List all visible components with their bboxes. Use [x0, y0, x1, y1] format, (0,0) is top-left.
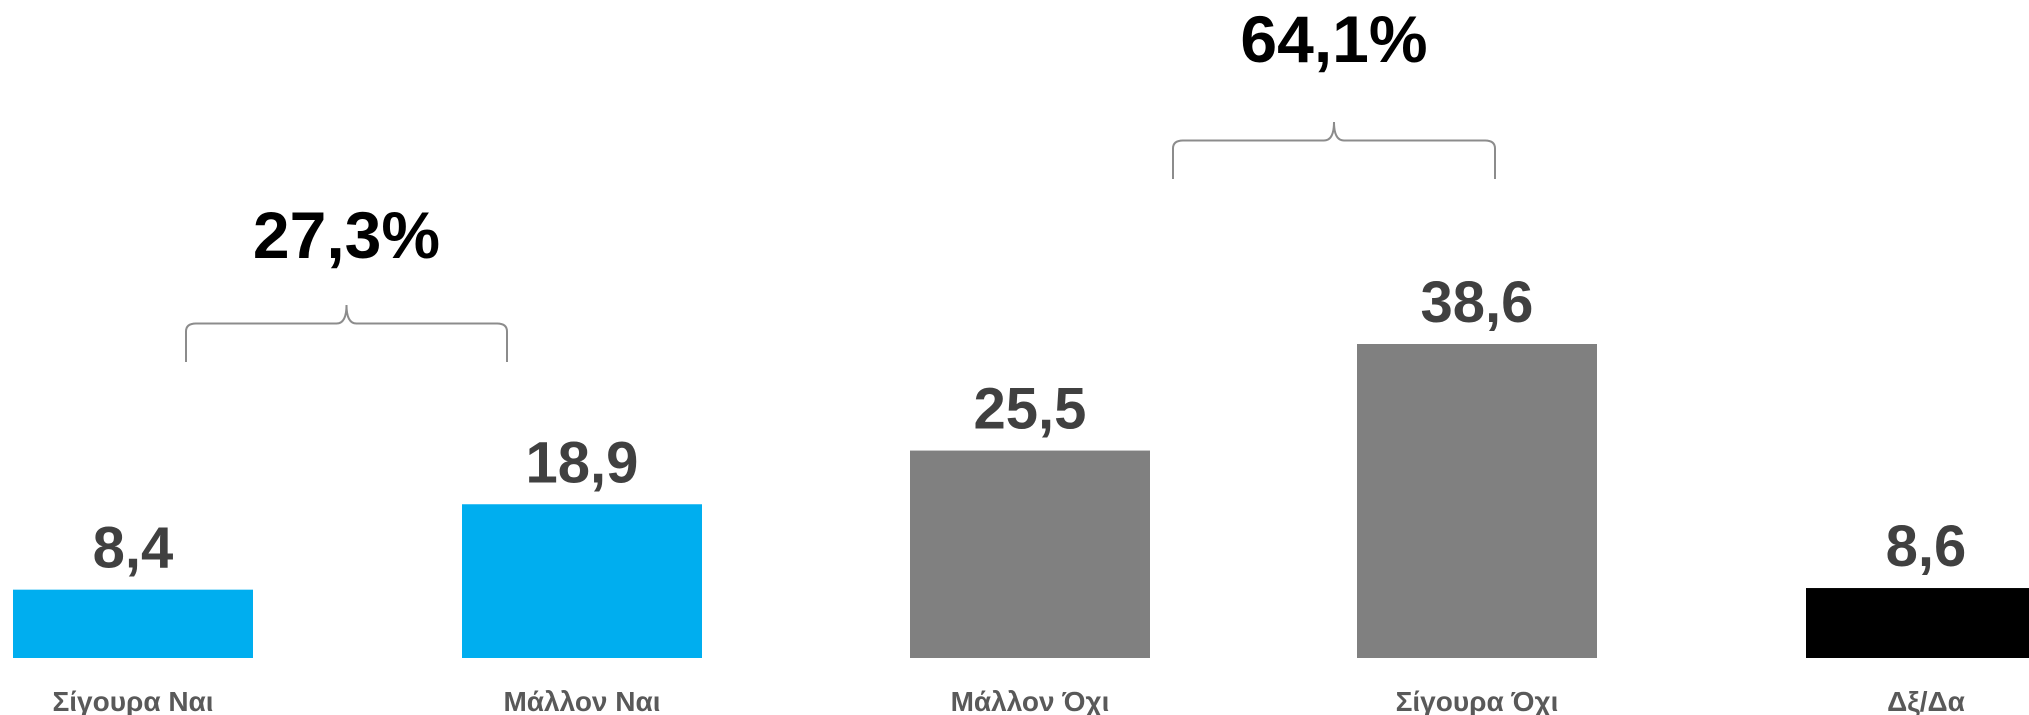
value-label-1: 18,9 — [526, 430, 639, 495]
value-label-4: 8,6 — [1886, 514, 1967, 579]
value-label-0: 8,4 — [93, 516, 174, 581]
category-label-0: Σίγουρα Ναι — [52, 686, 213, 715]
category-label-4: Δξ/Δα — [1887, 686, 1965, 715]
value-label-2: 25,5 — [974, 377, 1087, 442]
bar-0 — [13, 589, 253, 658]
value-label-3: 38,6 — [1421, 270, 1534, 335]
bar-2 — [910, 450, 1150, 658]
group-brace-1 — [1172, 121, 1496, 179]
category-label-1: Μάλλον Ναι — [503, 686, 660, 715]
group-brace-0 — [185, 304, 508, 362]
bar-1 — [462, 504, 702, 658]
category-label-2: Μάλλον Όχι — [951, 686, 1110, 715]
bar-4 — [1806, 588, 2029, 658]
category-label-3: Σίγουρα Όχι — [1396, 686, 1559, 715]
group-total-label-0: 27,3% — [253, 198, 440, 272]
bar-3 — [1357, 344, 1597, 658]
group-total-label-1: 64,1% — [1240, 2, 1427, 76]
